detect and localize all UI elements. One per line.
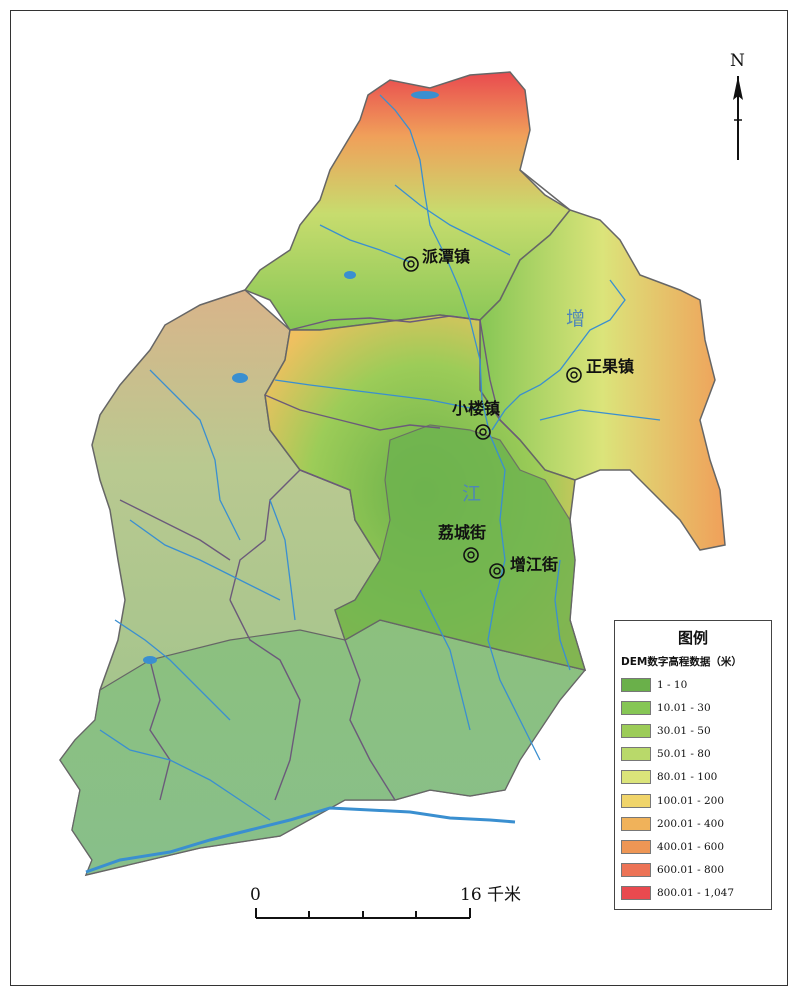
river-network	[99, 94, 661, 821]
town-marker-zhengguo: 正果镇	[566, 357, 634, 383]
town-label: 小楼镇	[452, 399, 500, 418]
legend-swatch	[621, 816, 651, 831]
legend-label: 200.01 - 400	[657, 817, 725, 830]
town-marker-licheng: 荔城街	[437, 523, 486, 563]
legend-item: 80.01 - 100	[621, 766, 771, 789]
river-label-zeng: 增	[566, 308, 585, 330]
legend-item: 600.01 - 800	[621, 859, 771, 882]
legend-swatch	[621, 863, 651, 878]
legend-swatch	[621, 770, 651, 785]
reservoir	[344, 271, 356, 279]
reservoir	[143, 656, 157, 664]
town-marker-xiaolou: 小楼镇	[452, 399, 500, 440]
legend-item: 800.01 - 1,047	[621, 882, 771, 905]
legend-label: 400.01 - 600	[657, 840, 725, 853]
legend-label: 600.01 - 800	[657, 864, 725, 877]
legend-swatch	[621, 839, 651, 854]
legend-swatch	[621, 677, 651, 692]
legend-swatch	[621, 886, 651, 901]
town-label: 正果镇	[586, 357, 634, 376]
legend-title: 图例	[677, 629, 708, 647]
southern-river	[85, 806, 516, 874]
north-label: N	[730, 51, 745, 71]
legend-subtitle: DEM数字高程数据（米）	[621, 656, 742, 668]
legend-label: 800.01 - 1,047	[657, 887, 735, 900]
legend-item: 1 - 10	[621, 673, 771, 696]
legend-swatch	[621, 747, 651, 762]
town-label: 派潭镇	[422, 247, 470, 266]
legend-item: 400.01 - 600	[621, 835, 771, 858]
north-arrow: N	[730, 51, 745, 160]
legend-item: 100.01 - 200	[621, 789, 771, 812]
district-boundaries	[119, 315, 521, 801]
legend-item: 50.01 - 80	[621, 743, 771, 766]
legend-label: 1 - 10	[657, 678, 688, 691]
legend-swatch	[621, 723, 651, 738]
legend-item: 10.01 - 30	[621, 696, 771, 719]
scale-bar: 0 16 千米	[250, 885, 521, 919]
county-region-zengjiang	[334, 424, 586, 671]
town-marker-paitan: 派潭镇	[403, 247, 470, 272]
river-label-jiang: 江	[462, 483, 481, 505]
town-label: 增江街	[510, 555, 558, 574]
legend-label: 30.01 - 50	[657, 724, 711, 737]
legend-swatch	[621, 793, 651, 808]
town-marker-zengjiang: 增江街	[489, 555, 558, 579]
legend-label: 50.01 - 80	[657, 748, 711, 761]
legend-item: 200.01 - 400	[621, 812, 771, 835]
legend-item: 30.01 - 50	[621, 719, 771, 742]
legend-label: 10.01 - 30	[657, 701, 711, 714]
town-label: 荔城街	[437, 523, 486, 542]
county-region-east	[479, 169, 726, 551]
legend-swatch	[621, 700, 651, 715]
scale-end-label: 16 千米	[460, 885, 521, 905]
legend-label: 80.01 - 100	[657, 771, 718, 784]
reservoir	[411, 91, 439, 99]
legend-items: 1 - 10 10.01 - 30 30.01 - 50 50.01 - 80 80.0…	[615, 673, 771, 905]
legend-label: 100.01 - 200	[657, 794, 725, 807]
reservoir	[232, 373, 248, 383]
scale-start-label: 0	[250, 885, 261, 905]
legend: 图例 DEM数字高程数据（米） 1 - 10 10.01 - 30 30.01 - …	[614, 620, 772, 910]
